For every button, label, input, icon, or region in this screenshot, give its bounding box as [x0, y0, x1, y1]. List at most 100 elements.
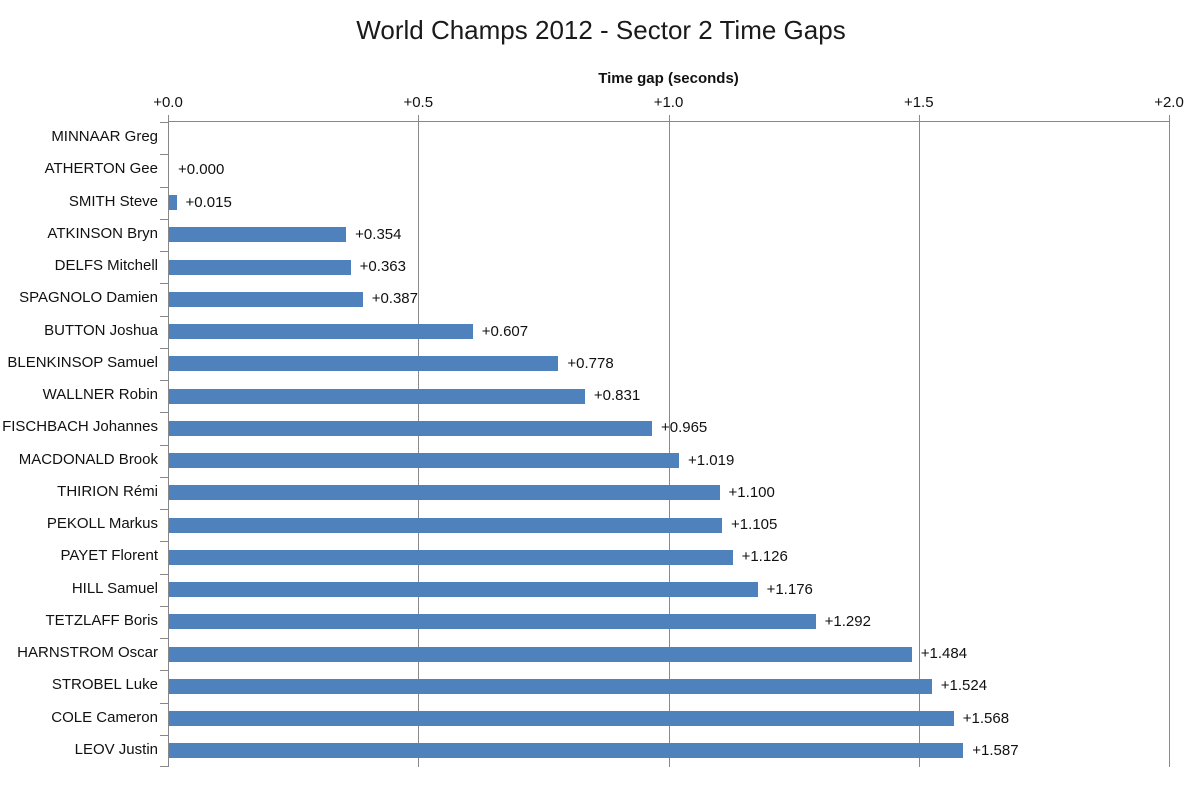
value-label: +1.484	[920, 645, 968, 663]
category-label: HILL Samuel	[71, 579, 158, 597]
x-axis-title: Time gap (seconds)	[598, 70, 739, 87]
chart-row: +0.607	[169, 316, 1170, 348]
category-label: WALLNER Robin	[42, 386, 158, 403]
value-label: +0.354	[355, 225, 402, 243]
bar	[169, 678, 932, 694]
bar	[169, 420, 652, 436]
x-axis-tick-label: +0.0	[153, 94, 183, 111]
value-label: +1.100	[728, 483, 775, 501]
x-axis-tick-mark	[418, 115, 420, 121]
category-label: ATHERTON Gee	[44, 160, 158, 178]
chart-row	[169, 122, 1170, 154]
chart-row: +0.363	[169, 251, 1170, 283]
bar	[169, 646, 912, 662]
chart-row: +1.524	[169, 670, 1170, 702]
chart-row: +1.176	[169, 574, 1170, 606]
gridline	[418, 122, 420, 767]
category-axis-tick-mark	[160, 316, 168, 317]
value-label: +1.524	[940, 677, 988, 695]
value-label: +1.587	[972, 741, 1019, 759]
value-label: +1.568	[962, 709, 1010, 727]
category-label: MINNAAR Greg	[51, 128, 158, 145]
value-label: +0.363	[359, 258, 406, 276]
chart-row: +1.568	[169, 703, 1170, 735]
chart-row: +0.965	[169, 412, 1170, 444]
category-label: COLE Cameron	[51, 708, 158, 726]
bar	[169, 517, 723, 533]
x-axis-tick-label: +1.5	[903, 94, 934, 111]
bar	[169, 324, 473, 340]
bar	[169, 485, 720, 501]
category-label: STROBEL Luke	[51, 676, 158, 694]
category-axis-tick-mark	[160, 380, 168, 381]
bar	[169, 614, 816, 630]
category-axis-tick-mark	[160, 122, 168, 123]
bar	[169, 195, 177, 211]
gridline	[918, 122, 920, 767]
chart-row: +1.100	[169, 477, 1170, 509]
category-label: DELFS Mitchell	[54, 257, 158, 274]
x-axis-tick-mark	[168, 115, 169, 121]
value-label: +0.015	[185, 193, 232, 211]
value-label: +0.000	[178, 161, 225, 179]
category-label: ATKINSON Bryn	[47, 224, 158, 242]
bar	[169, 227, 347, 243]
x-axis-tick-mark	[668, 115, 670, 121]
category-label: PEKOLL Markus	[46, 515, 158, 532]
bar	[169, 356, 559, 372]
category-axis-tick-mark	[160, 574, 168, 575]
chart-row: +1.105	[169, 509, 1170, 541]
category-label: PAYET Florent	[60, 547, 158, 565]
category-label: HARNSTROM Oscar	[17, 644, 158, 661]
value-label: +1.292	[824, 612, 871, 630]
category-label: BLENKINSOP Samuel	[7, 353, 158, 371]
category-label: LEOV Justin	[74, 740, 158, 758]
x-axis-tick-mark	[918, 115, 920, 121]
category-axis-tick-mark	[160, 477, 168, 478]
category-label: TETZLAFF Boris	[45, 611, 158, 629]
x-axis-tick-label: +0.5	[403, 94, 434, 111]
bar	[169, 453, 679, 469]
category-axis-tick-mark	[160, 670, 168, 671]
plot-area: +0.000 +0.015 +0.354 +0.363 +0.387 +0.607 +0.7…	[160, 115, 1170, 767]
category-axis-tick-mark	[160, 606, 168, 607]
category-label: MACDONALD Brook	[18, 450, 158, 468]
category-axis-tick-mark	[160, 219, 168, 220]
chart-row: +0.000	[169, 154, 1170, 186]
bar	[169, 259, 351, 275]
chart-row: +1.292	[169, 606, 1170, 638]
category-axis-tick-mark	[160, 703, 168, 704]
bar	[169, 582, 758, 598]
bar	[169, 743, 964, 759]
value-label: +0.607	[481, 322, 529, 340]
bar	[169, 711, 954, 727]
category-label: BUTTON Joshua	[44, 321, 158, 339]
chart-row: +1.587	[169, 735, 1170, 767]
gridline	[1169, 122, 1170, 767]
chart-row: +0.354	[169, 219, 1170, 251]
chart-row: +1.019	[169, 445, 1170, 477]
value-label: +0.831	[593, 387, 641, 405]
category-axis-tick-mark	[160, 412, 168, 413]
chart-row: +1.126	[169, 541, 1170, 573]
category-label: THIRION Rémi	[57, 482, 158, 500]
gridline	[668, 122, 670, 767]
x-axis-tick-label: +2.0	[1154, 94, 1184, 111]
category-axis-tick-mark	[160, 541, 168, 542]
category-axis-tick-mark	[160, 187, 168, 188]
value-label: +0.778	[567, 354, 614, 372]
value-label: +1.126	[741, 548, 788, 566]
chart-title: World Champs 2012 - Sector 2 Time Gaps	[356, 15, 846, 45]
category-axis-tick-mark	[160, 638, 168, 639]
value-label: +0.387	[371, 290, 418, 308]
value-label: +1.019	[688, 451, 735, 469]
category-label: FISCHBACH Johannes	[2, 418, 158, 436]
value-label: +1.176	[766, 580, 813, 598]
category-axis-tick-mark	[160, 251, 168, 252]
category-axis-tick-mark	[160, 509, 168, 510]
bar	[169, 388, 585, 404]
category-axis-tick-mark	[160, 735, 168, 736]
chart-row: +0.778	[169, 348, 1170, 380]
category-axis-tick-mark	[160, 283, 168, 284]
